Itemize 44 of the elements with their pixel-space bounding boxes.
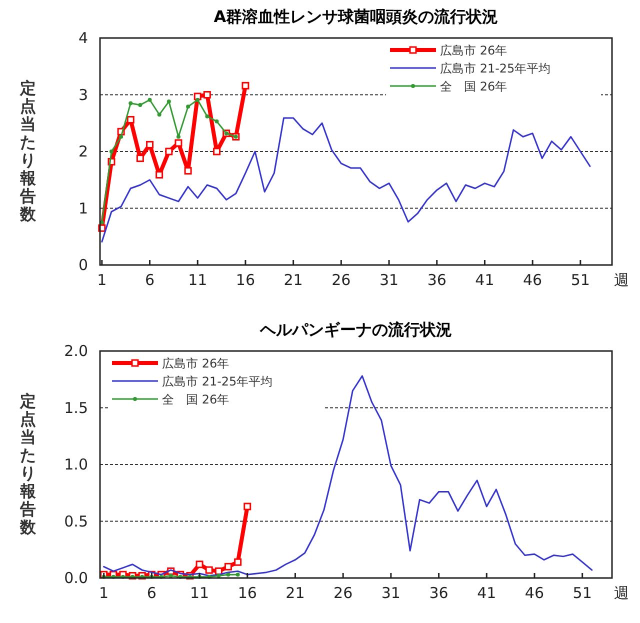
x-axis-title: 週 (614, 271, 629, 289)
x-tick-label: 46 (524, 584, 544, 602)
x-tick-label: 21 (286, 584, 305, 602)
x-tick-label: 41 (475, 271, 494, 289)
x-tick-label: 36 (427, 271, 446, 289)
x-tick-label: 21 (284, 271, 303, 289)
x-tick-label: 51 (570, 271, 590, 289)
x-tick-label: 26 (332, 271, 351, 289)
x-tick-label: 16 (238, 584, 257, 602)
chart-title: ヘルパンギーナの流行状況 (259, 320, 452, 339)
legend-label: 広島市 26年 (162, 356, 230, 370)
y-axis-title: 定点当たり報告数 (19, 78, 37, 224)
x-tick-label: 36 (429, 584, 448, 602)
y-tick-label: 1.0 (64, 456, 88, 474)
legend-label: 広島市 21-25年平均 (162, 374, 273, 388)
x-tick-label: 6 (144, 271, 155, 289)
x-tick-label: 1 (97, 271, 107, 289)
y-tick-label: 2.0 (64, 342, 88, 360)
x-tick-label: 16 (236, 271, 256, 289)
y-tick-label: 3 (78, 86, 88, 104)
legend-label: 広島市 21-25年平均 (440, 62, 551, 76)
x-tick-label: 31 (381, 584, 400, 602)
x-tick-label: 6 (146, 584, 156, 602)
x-tick-label: 51 (572, 584, 592, 602)
legend-label: 全 国 26年 (440, 80, 508, 94)
y-tick-label: 1 (78, 199, 88, 218)
y-tick-label: 0.0 (64, 569, 88, 587)
y-tick-label: 1.5 (64, 398, 88, 417)
y-tick-label: 2 (78, 142, 88, 160)
legend-label: 広島市 26年 (440, 44, 508, 58)
x-tick-label: 46 (523, 271, 542, 289)
x-tick-label: 26 (334, 584, 353, 602)
x-axis-title: 週 (614, 584, 629, 602)
y-tick-label: 0.5 (64, 512, 88, 530)
x-tick-label: 1 (99, 584, 109, 602)
x-tick-label: 11 (188, 271, 208, 289)
y-axis-title: 定点当たり報告数 (19, 392, 37, 536)
chart-title: A群溶血性レンサ球菌咽頭炎の流行状況 (214, 7, 498, 26)
legend-label: 全 国 26年 (162, 392, 230, 406)
y-tick-label: 0 (78, 256, 88, 274)
y-tick-label: 4 (78, 29, 88, 47)
x-tick-label: 41 (477, 584, 496, 602)
x-tick-label: 31 (379, 271, 399, 289)
x-tick-label: 11 (190, 584, 210, 602)
